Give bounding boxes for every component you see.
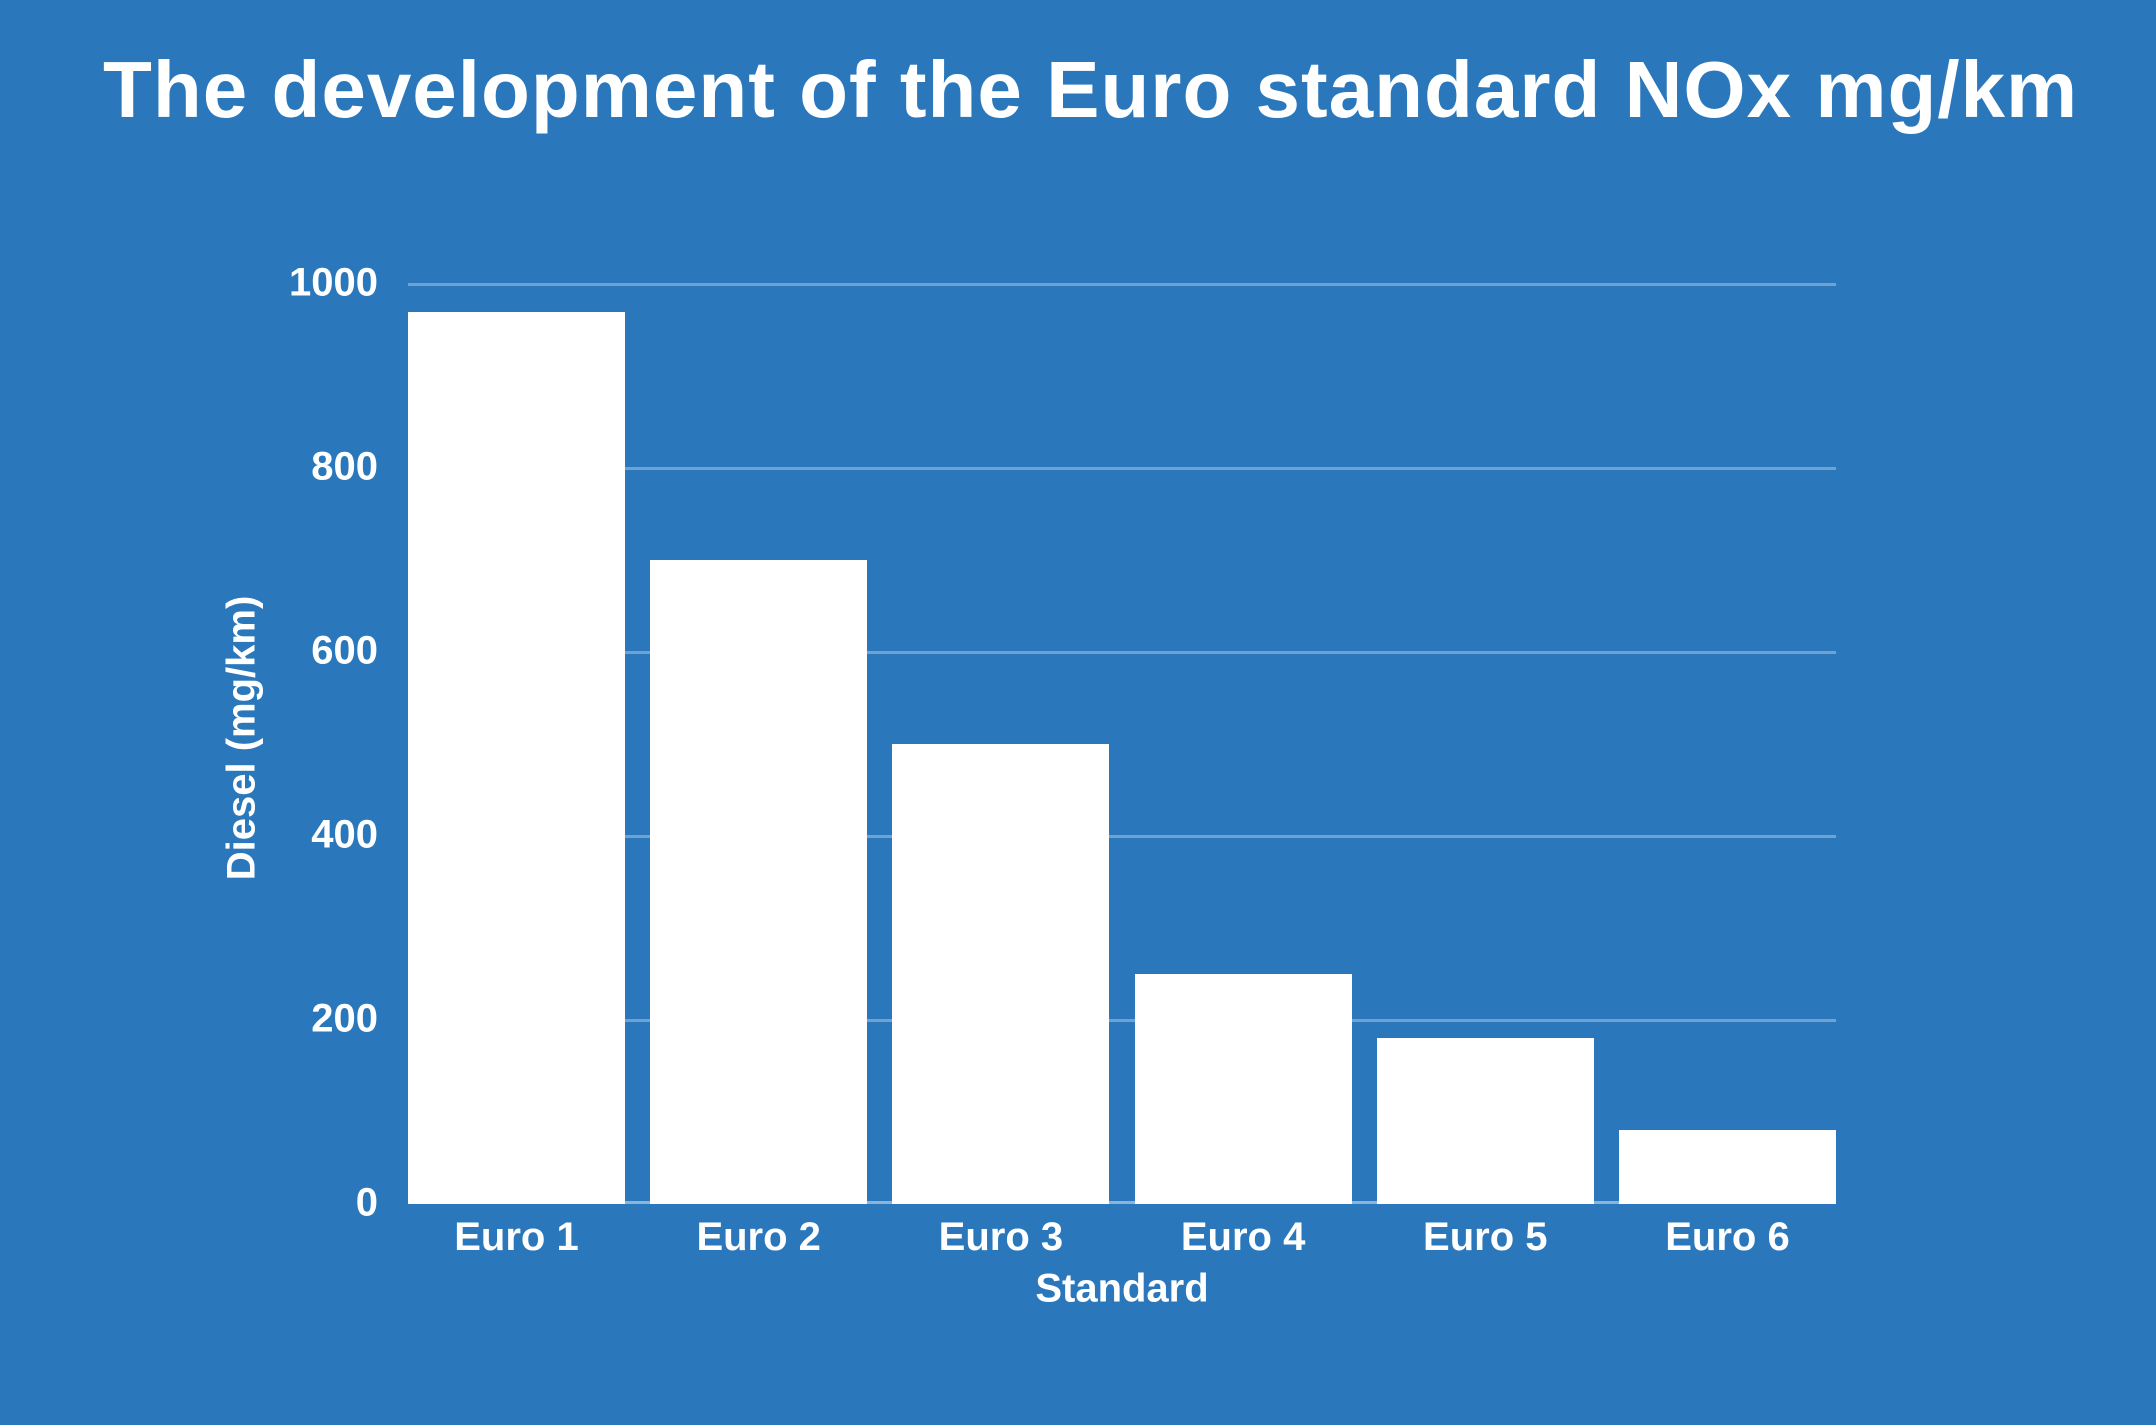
y-tick-600: 600 <box>311 628 378 673</box>
bar-euro-6 <box>1619 1130 1836 1204</box>
x-tick-euro-1: Euro 1 <box>454 1215 579 1259</box>
y-tick-0: 0 <box>355 1180 378 1225</box>
y-tick-200: 200 <box>311 996 378 1041</box>
x-tick-euro-2: Euro 2 <box>696 1215 821 1259</box>
bar-euro-5 <box>1376 1038 1594 1204</box>
gridline-800 <box>408 466 1836 470</box>
x-tick-euro-5: Euro 5 <box>1423 1215 1548 1259</box>
chart-title: The development of the Euro standard NOx… <box>103 45 2079 134</box>
x-tick-euro-4: Euro 4 <box>1180 1215 1306 1259</box>
y-tick-1000: 1000 <box>289 260 378 305</box>
gridline-200 <box>408 1018 1836 1022</box>
gridline-1000 <box>408 282 1836 286</box>
bar-euro-2 <box>650 560 868 1204</box>
bar-euro-4 <box>1134 974 1352 1204</box>
y-axis-ticks: 0 200 400 600 800 1000 <box>0 0 378 1425</box>
y-tick-800: 800 <box>311 444 378 489</box>
x-tick-euro-6: Euro 6 <box>1665 1215 1790 1259</box>
x-tick-euro-3: Euro 3 <box>938 1215 1064 1259</box>
plot-area <box>408 282 1836 1204</box>
bar-euro-1 <box>408 311 625 1204</box>
bar-euro-3 <box>892 744 1110 1204</box>
baseline-axis <box>408 1201 1836 1204</box>
gridline-600 <box>408 650 1836 654</box>
y-tick-400: 400 <box>311 812 378 857</box>
x-axis-label: Standard <box>1035 1266 1209 1311</box>
gridline-400 <box>408 834 1836 838</box>
